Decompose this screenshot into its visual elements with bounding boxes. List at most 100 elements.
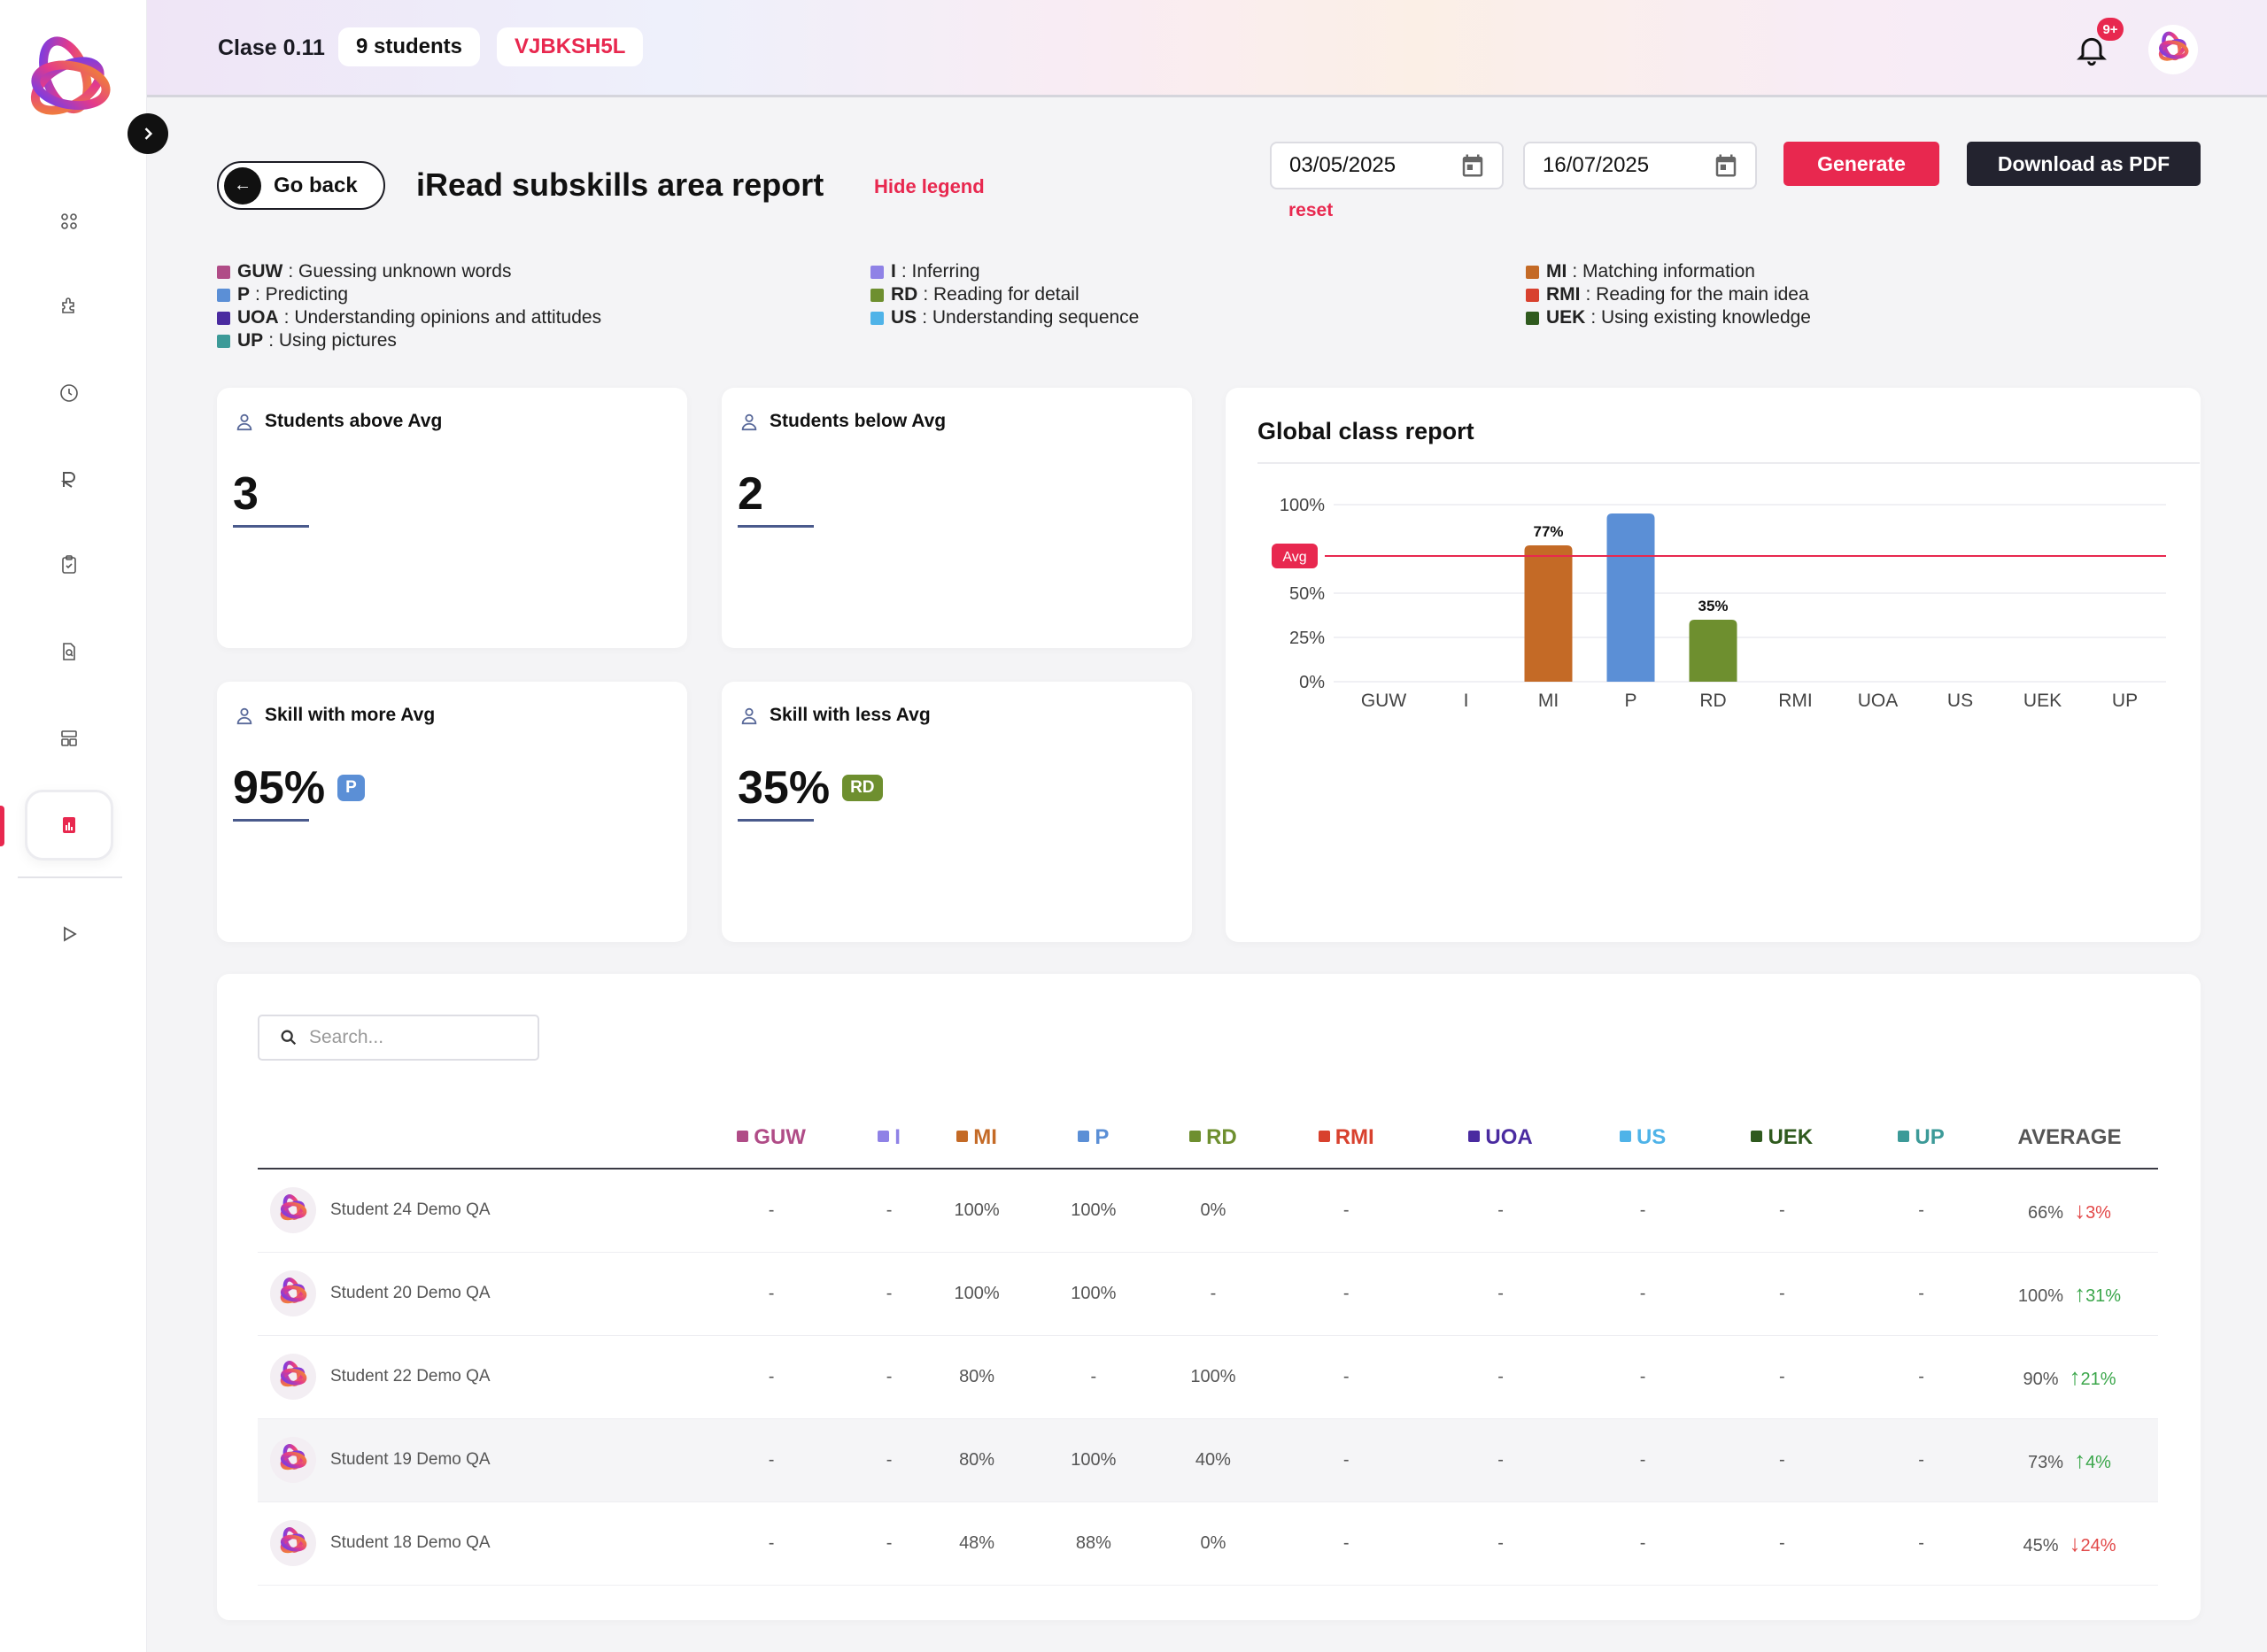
stat-card-skill-more-avg: Skill with more Avg 95% P <box>217 682 687 942</box>
student-name[interactable]: Student 22 Demo QA <box>330 1367 491 1386</box>
nav-iread[interactable] <box>25 444 113 515</box>
nav-history[interactable] <box>25 358 113 428</box>
table-row[interactable]: Student 18 Demo QA - -48% 88% 0% - - - - -45% ↓24% <box>258 1501 2158 1586</box>
student-name[interactable]: Student 19 Demo QA <box>330 1450 491 1469</box>
nav-search-doc[interactable] <box>25 616 113 687</box>
column-header-us[interactable]: US <box>1582 1107 1703 1170</box>
class-code-pill[interactable]: VJBKSH5L <box>497 27 644 66</box>
hide-legend-link[interactable]: Hide legend <box>874 175 985 197</box>
stat-card-above-avg: Students above Avg 3 <box>217 388 687 648</box>
search-input[interactable]: Search... <box>258 1015 539 1061</box>
stat-value: 95% <box>233 762 326 814</box>
start-date-value: 03/05/2025 <box>1289 153 1397 177</box>
column-header-guw[interactable]: GUW <box>683 1107 861 1170</box>
column-header-rd[interactable]: RD <box>1151 1107 1275 1170</box>
column-header-average[interactable]: AVERAGE <box>1981 1107 2158 1170</box>
bell-icon[interactable] <box>2074 32 2109 67</box>
column-header-i[interactable]: I <box>860 1107 919 1170</box>
column-swatch <box>1189 1130 1202 1142</box>
score-cell: 0% <box>1151 1501 1275 1586</box>
column-header-rmi[interactable]: RMI <box>1274 1107 1419 1170</box>
table-row[interactable]: Student 19 Demo QA - -80% 100% 40% - - - - -73% ↑4… <box>258 1418 2158 1502</box>
sidebar-divider <box>18 876 122 878</box>
arrow-down-icon: ↓ <box>2074 1196 2086 1224</box>
active-indicator <box>0 806 4 846</box>
stat-label: Students below Avg <box>770 411 947 431</box>
average-label: Avg <box>1282 550 1306 565</box>
column-header-mi[interactable]: MI <box>918 1107 1035 1170</box>
nav-puzzle[interactable] <box>25 270 113 341</box>
expand-sidebar-button[interactable] <box>128 113 168 154</box>
table-row[interactable]: Student 20 Demo QA - -100% 100% - - - - - -100% ↑3… <box>258 1252 2158 1336</box>
score-cell: - <box>1034 1335 1152 1419</box>
legend-swatch <box>870 265 884 279</box>
column-header-p[interactable]: P <box>1034 1107 1152 1170</box>
students-table-card: Search... GUW I MI P RD RMI UOA US UEK UP AVERAGE … <box>217 974 2201 1620</box>
students-count-pill[interactable]: 9 students <box>338 27 481 66</box>
score-cell: - <box>1418 1418 1583 1502</box>
score-cell: - <box>1702 1418 1862 1502</box>
app-logo[interactable] <box>16 32 122 138</box>
report-icon <box>63 817 75 833</box>
legend-swatch <box>870 288 884 302</box>
student-cell: Student 18 Demo QA <box>258 1501 683 1586</box>
student-info: Student 18 Demo QA <box>270 1520 683 1566</box>
arrow-up-icon: ↑ <box>2069 1363 2081 1390</box>
user-avatar[interactable] <box>2148 25 2198 74</box>
student-avatar <box>270 1270 316 1316</box>
legend-swatch <box>217 334 230 348</box>
score-cell: - <box>1861 1169 1981 1253</box>
start-date-field[interactable]: 03/05/2025 <box>1270 142 1504 189</box>
student-name[interactable]: Student 18 Demo QA <box>330 1533 491 1552</box>
score-cell: - <box>1151 1252 1275 1336</box>
average-value: 45% <box>2023 1535 2059 1556</box>
table-row[interactable]: Student 24 Demo QA - -100% 100% 0% - - - - -66% ↓3… <box>258 1169 2158 1253</box>
arrow-up-icon: ↑ <box>2074 1446 2086 1473</box>
legend-code: US <box>891 307 917 328</box>
column-swatch <box>878 1130 890 1142</box>
column-header-uek[interactable]: UEK <box>1702 1107 1862 1170</box>
score-cell: - <box>1274 1335 1419 1419</box>
trend-delta: 24% <box>2080 1535 2116 1556</box>
nav-layout[interactable] <box>25 703 113 774</box>
score-cell: - <box>1861 1501 1981 1586</box>
legend-code: RMI <box>1546 284 1581 305</box>
student-name[interactable]: Student 24 Demo QA <box>330 1200 491 1220</box>
nav-reports[interactable] <box>25 790 113 861</box>
legend-desc: : Reading for detail <box>923 284 1079 305</box>
student-cell: Student 20 Demo QA <box>258 1252 683 1336</box>
skill-tag: P <box>337 775 365 801</box>
score-cell: 100% <box>1151 1335 1275 1419</box>
column-header-up[interactable]: UP <box>1861 1107 1981 1170</box>
x-tick-label: US <box>1947 691 1973 711</box>
score-cell: 80% <box>918 1418 1035 1502</box>
x-tick-label: RD <box>1699 691 1726 711</box>
score-cell: - <box>860 1335 919 1419</box>
column-header-uoa[interactable]: UOA <box>1418 1107 1583 1170</box>
score-cell: - <box>1418 1252 1583 1336</box>
reset-link[interactable]: reset <box>1288 200 1334 220</box>
student-name[interactable]: Student 20 Demo QA <box>330 1284 491 1302</box>
document-search-icon <box>63 643 75 660</box>
stat-label: Skill with more Avg <box>265 705 436 725</box>
table-row[interactable]: Student 22 Demo QA - -80% -100% - - - - -90% ↑21% <box>258 1335 2158 1419</box>
column-swatch <box>956 1130 969 1142</box>
calendar-icon[interactable] <box>1713 152 1739 179</box>
score-cell: - <box>1861 1335 1981 1419</box>
calendar-icon[interactable] <box>1459 152 1486 179</box>
legend-swatch <box>217 311 230 325</box>
student-avatar <box>270 1187 316 1234</box>
download-pdf-button[interactable]: Download as PDF <box>1967 142 2201 186</box>
stat-value: 3 <box>233 468 259 520</box>
nav-clipboard[interactable] <box>25 529 113 600</box>
nav-dashboard[interactable] <box>25 186 113 257</box>
score-cell: 0% <box>1151 1169 1275 1253</box>
end-date-field[interactable]: 16/07/2025 <box>1523 142 1757 189</box>
student-info: Student 22 Demo QA <box>270 1354 683 1400</box>
y-tick-label: 25% <box>1289 629 1325 648</box>
go-back-button[interactable]: ← Go back <box>217 161 385 210</box>
nav-play[interactable] <box>25 899 113 969</box>
stat-value-row: 95% P <box>233 761 365 814</box>
average-cell: 100% ↑31% <box>1981 1252 2158 1336</box>
generate-button[interactable]: Generate <box>1783 142 1939 186</box>
